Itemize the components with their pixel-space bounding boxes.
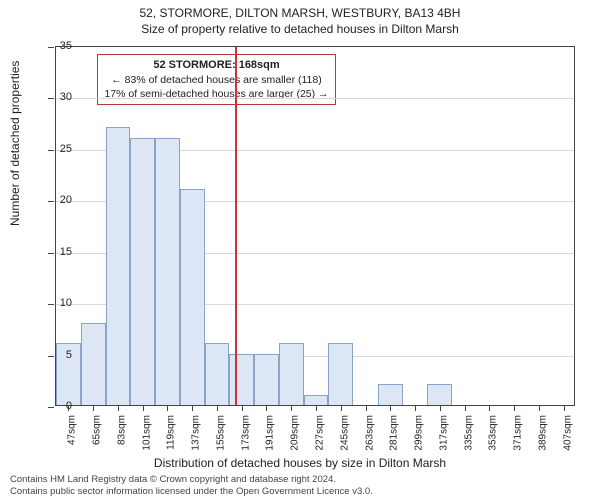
histogram-bar: [378, 384, 403, 405]
x-tick: [118, 405, 119, 411]
footer-attribution: Contains HM Land Registry data © Crown c…: [10, 474, 590, 498]
annotation-title: 52 STORMORE: 168sqm: [104, 58, 328, 73]
x-tick: [316, 405, 317, 411]
histogram-bar: [427, 384, 452, 405]
x-tick-label: 317sqm: [438, 415, 449, 451]
x-tick-label: 407sqm: [562, 415, 573, 451]
y-tick-label: 15: [48, 246, 72, 258]
x-tick: [390, 405, 391, 411]
histogram-bar: [254, 354, 279, 405]
x-tick-label: 227sqm: [315, 415, 326, 451]
histogram-bar: [130, 138, 155, 405]
x-tick: [167, 405, 168, 411]
x-tick: [266, 405, 267, 411]
x-tick-label: 173sqm: [240, 415, 251, 451]
x-tick: [564, 405, 565, 411]
x-tick: [366, 405, 367, 411]
annotation-line-1: ← 83% of detached houses are smaller (11…: [104, 73, 328, 87]
x-tick-label: 299sqm: [414, 415, 425, 451]
y-tick-label: 0: [48, 400, 72, 412]
x-tick-label: 191sqm: [265, 415, 276, 451]
y-tick-label: 35: [48, 40, 72, 52]
histogram-bar: [279, 343, 304, 405]
histogram-bar: [205, 343, 230, 405]
x-tick: [465, 405, 466, 411]
title-address: 52, STORMORE, DILTON MARSH, WESTBURY, BA…: [0, 6, 600, 20]
x-axis-label: Distribution of detached houses by size …: [0, 456, 600, 470]
x-tick-label: 47sqm: [67, 415, 78, 445]
x-tick-label: 335sqm: [463, 415, 474, 451]
x-tick: [291, 405, 292, 411]
x-tick-label: 65sqm: [92, 415, 103, 445]
histogram-plot: 52 STORMORE: 168sqm ← 83% of detached ho…: [55, 46, 575, 406]
x-tick: [143, 405, 144, 411]
histogram-bar: [304, 395, 329, 405]
x-tick-label: 353sqm: [488, 415, 499, 451]
x-tick-label: 281sqm: [389, 415, 400, 451]
x-tick-label: 137sqm: [191, 415, 202, 451]
x-tick: [341, 405, 342, 411]
x-tick: [192, 405, 193, 411]
x-tick: [93, 405, 94, 411]
histogram-bar: [81, 323, 106, 405]
x-tick-label: 83sqm: [116, 415, 127, 445]
histogram-bar: [229, 354, 254, 405]
footer-line-2: Contains public sector information licen…: [10, 486, 590, 498]
x-tick-label: 119sqm: [166, 415, 177, 450]
x-tick-label: 371sqm: [513, 415, 524, 451]
y-tick-label: 10: [48, 297, 72, 309]
x-tick: [489, 405, 490, 411]
x-tick-label: 101sqm: [141, 415, 152, 451]
x-tick-label: 155sqm: [215, 415, 226, 451]
gridline-h: [56, 98, 574, 99]
y-tick-label: 25: [48, 143, 72, 155]
x-tick-label: 209sqm: [290, 415, 301, 451]
histogram-bar: [155, 138, 180, 405]
x-tick: [415, 405, 416, 411]
histogram-bar: [180, 189, 205, 405]
x-tick: [440, 405, 441, 411]
footer-line-1: Contains HM Land Registry data © Crown c…: [10, 474, 590, 486]
y-axis-label: Number of detached properties: [8, 61, 22, 226]
x-tick: [539, 405, 540, 411]
x-tick-label: 389sqm: [537, 415, 548, 451]
x-tick: [217, 405, 218, 411]
marker-vline: [235, 47, 237, 405]
x-tick-label: 263sqm: [364, 415, 375, 451]
x-tick: [514, 405, 515, 411]
histogram-bar: [328, 343, 353, 405]
title-subtitle: Size of property relative to detached ho…: [0, 22, 600, 36]
y-tick-label: 20: [48, 194, 72, 206]
x-tick: [242, 405, 243, 411]
y-tick-label: 30: [48, 91, 72, 103]
y-tick-label: 5: [48, 349, 72, 361]
histogram-bar: [106, 127, 131, 405]
x-tick-label: 245sqm: [339, 415, 350, 451]
